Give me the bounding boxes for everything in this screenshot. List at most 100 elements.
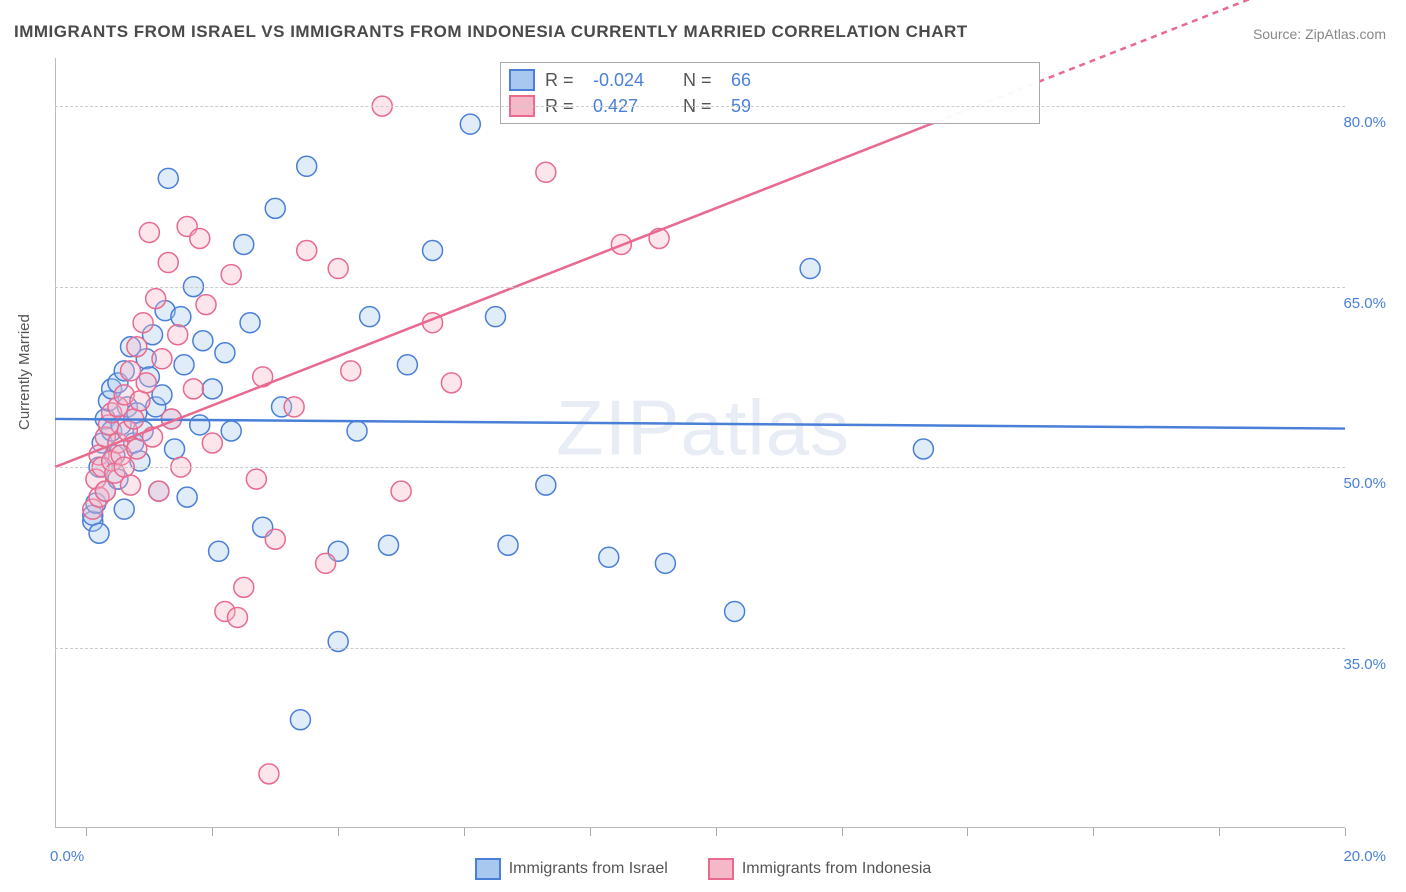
scatter-point [158, 253, 178, 273]
legend-swatch [475, 858, 501, 880]
scatter-point [913, 439, 933, 459]
y-tick-label: 65.0% [1343, 295, 1386, 312]
x-tick [464, 828, 465, 836]
x-tick [1219, 828, 1220, 836]
source-value: ZipAtlas.com [1305, 26, 1386, 42]
legend-swatch [509, 69, 535, 91]
x-tick [1345, 828, 1346, 836]
correlation-chart: IMMIGRANTS FROM ISRAEL VS IMMIGRANTS FRO… [0, 0, 1406, 892]
scatter-point [177, 487, 197, 507]
scatter-point [347, 421, 367, 441]
stat-r-label: R = [545, 70, 583, 91]
scatter-point [209, 541, 229, 561]
legend-item: Immigrants from Israel [475, 858, 668, 880]
scatter-point [441, 373, 461, 393]
scatter-point [316, 553, 336, 573]
scatter-point [114, 499, 134, 519]
x-tick [1093, 828, 1094, 836]
scatter-point [234, 577, 254, 597]
scatter-point [725, 601, 745, 621]
legend-item: Immigrants from Indonesia [708, 858, 931, 880]
scatter-point [221, 265, 241, 285]
scatter-point [536, 475, 556, 495]
scatter-point [215, 343, 235, 363]
scatter-point [265, 198, 285, 218]
scatter-point [152, 349, 172, 369]
x-tick [86, 828, 87, 836]
scatter-point [240, 313, 260, 333]
scatter-point [174, 355, 194, 375]
scatter-point [171, 307, 191, 327]
bottom-legend: Immigrants from Israel Immigrants from In… [0, 858, 1406, 880]
scatter-point [133, 313, 153, 333]
scatter-point [328, 259, 348, 279]
chart-source: Source: ZipAtlas.com [1253, 26, 1386, 42]
scatter-point [136, 373, 156, 393]
stats-legend-box: R =-0.024N =66R =0.427N =59 [500, 62, 1040, 124]
x-tick [338, 828, 339, 836]
scatter-point [246, 469, 266, 489]
scatter-point [183, 379, 203, 399]
scatter-point [599, 547, 619, 567]
scatter-point [190, 415, 210, 435]
x-limit-left: 0.0% [50, 848, 84, 865]
x-tick [967, 828, 968, 836]
y-tick-label: 80.0% [1343, 114, 1386, 131]
scatter-point [234, 234, 254, 254]
grid-line [55, 287, 1345, 288]
scatter-point [536, 162, 556, 182]
scatter-point [265, 529, 285, 549]
scatter-point [259, 764, 279, 784]
legend-swatch [708, 858, 734, 880]
scatter-point [227, 607, 247, 627]
scatter-point [423, 241, 443, 261]
plot-svg [55, 58, 1345, 828]
y-tick-label: 35.0% [1343, 656, 1386, 673]
scatter-point [485, 307, 505, 327]
scatter-point [284, 397, 304, 417]
scatter-point [290, 710, 310, 730]
chart-title: IMMIGRANTS FROM ISRAEL VS IMMIGRANTS FRO… [14, 22, 968, 42]
scatter-point [655, 553, 675, 573]
scatter-point [127, 337, 147, 357]
stats-row: R = -0.024 N = 66 [509, 67, 1031, 93]
x-tick [212, 828, 213, 836]
y-tick-label: 50.0% [1343, 475, 1386, 492]
scatter-point [460, 114, 480, 134]
scatter-point [190, 228, 210, 248]
scatter-point [379, 535, 399, 555]
scatter-point [800, 259, 820, 279]
trend-line [55, 419, 1345, 429]
scatter-point [498, 535, 518, 555]
grid-line [55, 648, 1345, 649]
scatter-point [165, 439, 185, 459]
stat-n-value: 66 [731, 70, 811, 91]
scatter-point [121, 475, 141, 495]
stat-r-value: -0.024 [593, 70, 673, 91]
scatter-point [202, 379, 222, 399]
scatter-point [130, 391, 150, 411]
scatter-point [297, 156, 317, 176]
scatter-point [221, 421, 241, 441]
scatter-point [193, 331, 213, 351]
scatter-point [89, 523, 109, 543]
scatter-point [168, 325, 188, 345]
x-tick [590, 828, 591, 836]
x-tick [716, 828, 717, 836]
grid-line [55, 467, 1345, 468]
scatter-point [397, 355, 417, 375]
x-limit-right: 20.0% [1343, 848, 1386, 865]
scatter-point [146, 289, 166, 309]
scatter-point [202, 433, 222, 453]
scatter-point [158, 168, 178, 188]
scatter-point [139, 222, 159, 242]
legend-label: Immigrants from Indonesia [742, 860, 931, 878]
scatter-point [341, 361, 361, 381]
source-label: Source: [1253, 26, 1301, 42]
legend-label: Immigrants from Israel [509, 860, 668, 878]
x-tick [842, 828, 843, 836]
y-axis-label: Currently Married [16, 314, 33, 430]
scatter-point [149, 481, 169, 501]
scatter-point [360, 307, 380, 327]
stat-n-label: N = [683, 70, 721, 91]
